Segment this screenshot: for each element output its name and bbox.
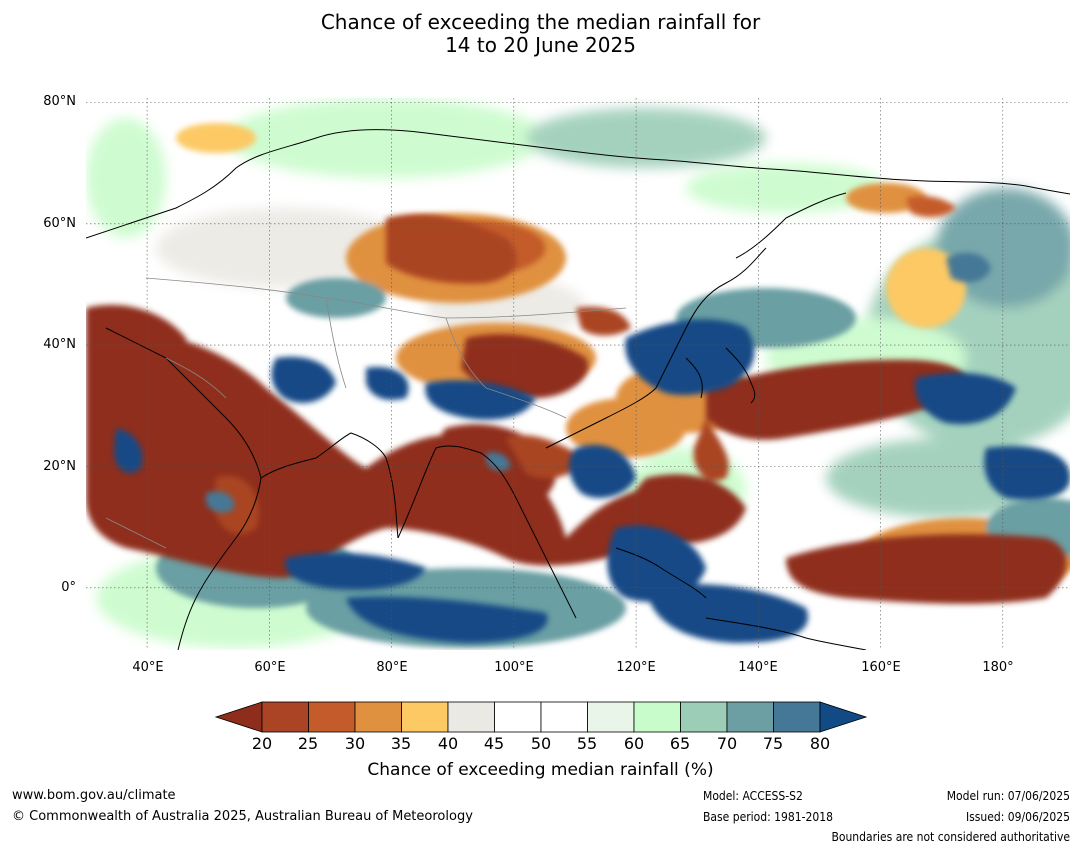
lon-label: 80°E: [376, 660, 408, 675]
map-title-line1: Chance of exceeding the median rainfall …: [320, 10, 761, 34]
lat-label: 80°N: [43, 94, 76, 109]
colorbar-tick-label: 45: [483, 734, 505, 753]
colorbar-tick-label: 20: [251, 734, 273, 753]
colorbar-tick-label: 25: [297, 734, 319, 753]
lon-label: 60°E: [254, 660, 286, 675]
website-link[interactable]: www.bom.gov.au/climate: [12, 788, 176, 803]
colorbar-tick-label: 35: [390, 734, 412, 753]
coastlines: [86, 129, 1070, 650]
base-period-text: Base period: 1981-2018: [703, 810, 834, 824]
lat-label: 40°N: [43, 337, 76, 352]
disclaimer-text: Boundaries are not considered authoritat…: [831, 830, 1070, 844]
lon-label: 140°E: [738, 660, 778, 675]
colorbar-segment: [587, 701, 635, 733]
colorbar-segment: [308, 701, 356, 733]
map-title-line2: 14 to 20 June 2025: [445, 33, 636, 57]
colorbar-tick-label: 80: [809, 734, 831, 753]
lat-label: 60°N: [43, 216, 76, 231]
colorbar-segment: [494, 701, 542, 733]
colorbar-segment: [261, 701, 309, 733]
colorbar-tick-label: 40: [437, 734, 459, 753]
colorbar-segment: [726, 701, 774, 733]
colorbar-title: Chance of exceeding median rainfall (%): [367, 760, 714, 780]
lon-label: 100°E: [494, 660, 534, 675]
colorbar-tick-label: 55: [576, 734, 598, 753]
lon-label: 180°: [982, 660, 1014, 675]
colorbar-tick-label: 70: [716, 734, 738, 753]
colorbar-segment: [773, 701, 821, 733]
copyright-text: © Commonwealth of Australia 2025, Austra…: [12, 809, 473, 824]
low-probability-regions: [86, 196, 1067, 604]
colorbar-high-extension: [819, 701, 868, 733]
colorbar-low-extension: [214, 701, 263, 733]
lat-label: 0°: [61, 580, 76, 595]
colorbar-segment: [633, 701, 681, 733]
colorbar-tick-label: 60: [623, 734, 645, 753]
colorbar-tick-label: 30: [344, 734, 366, 753]
lon-label: 40°E: [132, 660, 164, 675]
model-run-text: Model run: 07/06/2025: [946, 789, 1070, 803]
colorbar-segment: [447, 701, 495, 733]
colorbar-tick-label: 50: [530, 734, 552, 753]
high-probability-regions: [114, 252, 1070, 643]
lon-label: 120°E: [616, 660, 656, 675]
graticule: [86, 98, 1070, 650]
colorbar-segment: [354, 701, 402, 733]
colorbar-tick-label: 75: [762, 734, 784, 753]
country-borders: [105, 277, 627, 549]
model-text: Model: ACCESS-S2: [703, 789, 803, 803]
lat-label: 20°N: [43, 459, 76, 474]
lon-label: 160°E: [861, 660, 901, 675]
colorbar-segment: [401, 701, 449, 733]
colorbar-segment: [680, 701, 728, 733]
issued-text: Issued: 09/06/2025: [965, 810, 1070, 824]
rainfall-probability-map: [86, 98, 1070, 650]
colorbar-segment: [540, 701, 588, 733]
colorbar-tick-label: 65: [669, 734, 691, 753]
